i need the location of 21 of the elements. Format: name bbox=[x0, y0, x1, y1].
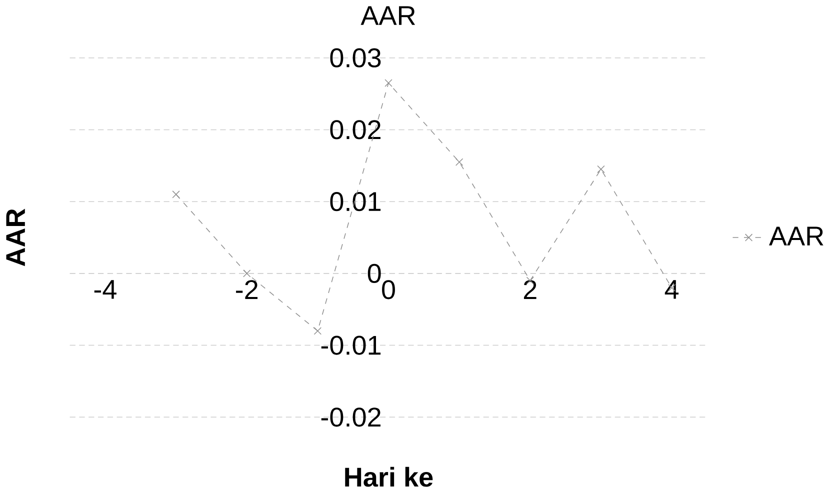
y-tick-label: 0.02 bbox=[330, 120, 380, 140]
x-tick-label: -2 bbox=[236, 280, 258, 299]
y-tick-label: 0 bbox=[368, 264, 381, 283]
point bbox=[384, 79, 392, 87]
y-tick-label: -0.01 bbox=[321, 336, 381, 355]
legend-label: AAR bbox=[769, 226, 824, 246]
x-axis-title: Hari ke bbox=[345, 466, 433, 487]
y-axis-title: AAR bbox=[6, 208, 25, 266]
x-tick-label: 2 bbox=[524, 280, 536, 299]
x-tick-label: -4 bbox=[94, 280, 116, 299]
x-tick-label: 0 bbox=[382, 280, 395, 300]
point bbox=[455, 158, 464, 166]
x-tick-label: 4 bbox=[664, 280, 679, 299]
point bbox=[172, 190, 180, 198]
y-tick-label: 0.01 bbox=[330, 192, 381, 212]
point bbox=[314, 327, 322, 335]
point bbox=[243, 270, 251, 278]
chart-title: AAR bbox=[360, 6, 416, 25]
y-tick-label: -0.02 bbox=[321, 408, 380, 427]
point bbox=[597, 165, 605, 174]
y-tick-label: 0.03 bbox=[330, 48, 381, 68]
